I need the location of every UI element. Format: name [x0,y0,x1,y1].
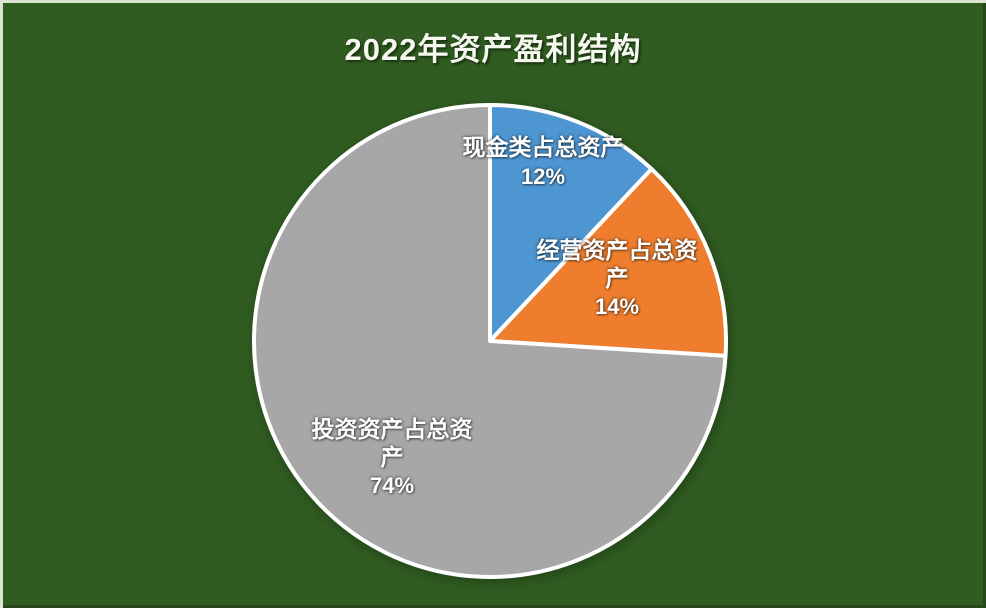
slice-label-investment-pct: 74% [369,473,415,499]
slice-label-investment: 投资资产占总资产 74% [304,416,480,500]
slice-label-cash: 现金类占总资产 12% [463,134,624,190]
chart-title: 2022年资产盈利结构 [344,32,642,67]
pie-slice-operating [488,166,728,358]
pie-slice-cash [488,103,654,343]
slice-label-operating: 经营资产占总资产 14% [530,237,704,321]
slice-label-cash-pct: 12% [520,163,566,189]
slice-label-cash-text: 现金类占总资产 [462,134,624,160]
slice-label-operating-text: 经营资产占总资产 [536,237,698,291]
slice-label-investment-text: 投资资产占总资产 [311,416,473,470]
slice-label-operating-pct: 14% [594,294,640,320]
pie-slice-investment [251,103,728,579]
